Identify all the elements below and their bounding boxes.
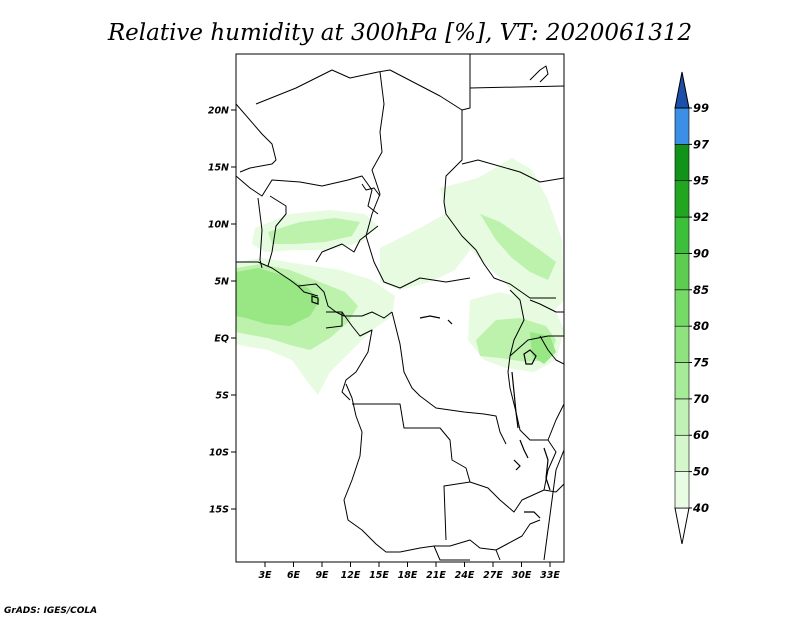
colorbar-label: 80 [693, 319, 709, 333]
colorbar-label: 50 [693, 465, 709, 479]
colorbar-segment [674, 216, 690, 254]
lon-tick-label: 30E [512, 570, 532, 581]
figure-title: Relative humidity at 300hPa [%], VT: 202… [107, 20, 692, 46]
humidity-field [236, 158, 564, 395]
lat-tick-label: 5N [214, 277, 229, 288]
lat-tick-label: 20N [208, 106, 229, 117]
colorbar-segment [674, 289, 690, 327]
lat-tick-label: 5S [216, 391, 230, 402]
lat-tick-label: 10S [209, 448, 229, 459]
colorbar-segment [674, 107, 690, 145]
lat-tick-label: 10N [208, 220, 229, 231]
longitude-axis: 3E 6E 9E 12E 15E 18E 21E 24E 27E 30E 33E [258, 562, 560, 581]
lat-tick-label: 15N [208, 163, 229, 174]
colorbar-lower-arrow [674, 507, 690, 545]
humidity-area-gulf-dark [236, 268, 320, 326]
colorbar-segment [674, 144, 690, 182]
lat-tick-label: 15S [209, 505, 229, 516]
lon-tick-label: 12E [341, 570, 361, 581]
lon-tick-label: 21E [426, 570, 446, 581]
lon-tick-label: 15E [369, 570, 389, 581]
lat-tick-label: EQ [214, 334, 229, 345]
colorbar-segment [674, 398, 690, 436]
credit-text: GrADS: IGES/COLA [4, 606, 97, 616]
colorbar-segment [674, 362, 690, 400]
country-borders [236, 54, 564, 561]
humidity-area-north-mid [268, 218, 360, 244]
latitude-axis: 20N 15N 10N 5N EQ 5S 10S 15S [208, 106, 236, 516]
colorbar-segment [674, 434, 690, 472]
lon-tick-label: 6E [287, 570, 301, 581]
map-frame [235, 53, 565, 563]
colorbar-label: 92 [693, 210, 709, 224]
colorbar-label: 95 [693, 174, 709, 188]
colorbar-label: 90 [693, 246, 709, 260]
lon-tick-label: 24E [455, 570, 475, 581]
humidity-area-central-light [380, 214, 470, 290]
lon-tick-label: 9E [315, 570, 329, 581]
lon-tick-label: 33E [540, 570, 560, 581]
colorbar-label: 60 [693, 428, 709, 442]
colorbar-segment [674, 325, 690, 363]
lon-tick-label: 27E [483, 570, 503, 581]
colorbar-label: 75 [693, 356, 709, 370]
colorbar-label: 40 [692, 501, 709, 515]
colorbar-upper-arrow [674, 71, 690, 109]
lon-tick-label: 3E [258, 570, 272, 581]
colorbar-label: 99 [693, 101, 709, 115]
lon-tick-label: 18E [398, 570, 418, 581]
colorbar-segment [674, 253, 690, 291]
colorbar-segment [674, 180, 690, 218]
colorbar: 40 50 60 70 75 80 85 90 92 95 97 99 [674, 71, 709, 545]
colorbar-segment [674, 471, 690, 509]
colorbar-label: 85 [693, 283, 709, 297]
colorbar-label: 70 [693, 392, 709, 406]
humidity-area-east-mid [480, 214, 556, 280]
colorbar-label: 97 [693, 137, 709, 151]
